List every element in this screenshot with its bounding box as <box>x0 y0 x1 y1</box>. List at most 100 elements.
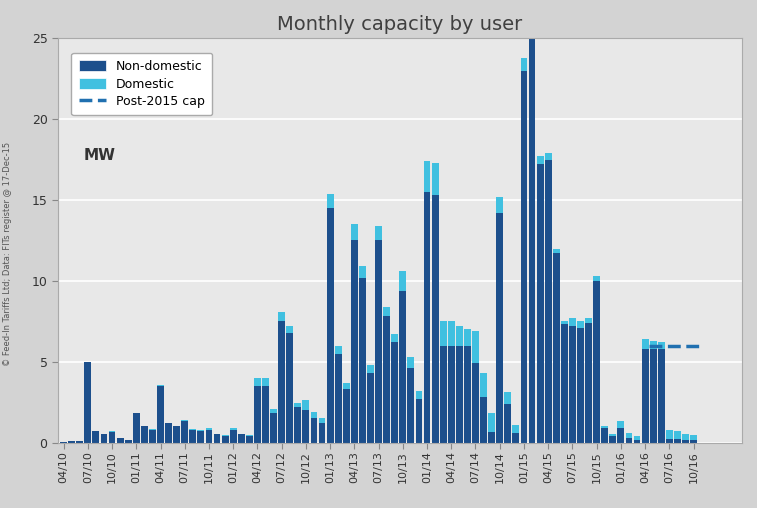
Bar <box>254 386 261 442</box>
Bar <box>424 161 431 192</box>
Bar <box>658 348 665 442</box>
Bar <box>230 428 237 430</box>
Bar <box>84 362 92 442</box>
Bar <box>601 428 608 442</box>
Bar <box>634 436 640 440</box>
Bar <box>497 197 503 213</box>
Bar <box>230 430 237 442</box>
Bar <box>132 414 140 442</box>
Bar <box>149 430 156 442</box>
Title: Monthly capacity by user: Monthly capacity by user <box>277 15 522 34</box>
Bar <box>108 431 116 432</box>
Bar <box>537 156 544 165</box>
Bar <box>375 240 382 442</box>
Bar <box>286 326 293 333</box>
Bar <box>303 400 310 410</box>
Bar <box>521 58 528 71</box>
Bar <box>561 321 568 325</box>
Bar <box>528 38 535 442</box>
Bar <box>198 430 204 431</box>
Legend: Non-domestic, Domestic, Post-2015 cap: Non-domestic, Domestic, Post-2015 cap <box>71 53 213 115</box>
Bar <box>238 434 245 442</box>
Bar <box>545 160 552 442</box>
Bar <box>294 407 301 442</box>
Text: MW: MW <box>84 148 116 163</box>
Bar <box>407 368 414 442</box>
Bar <box>351 224 358 240</box>
Bar <box>327 194 334 208</box>
Bar <box>206 430 213 442</box>
Bar <box>101 434 107 442</box>
Bar <box>593 276 600 281</box>
Bar <box>618 422 625 428</box>
Bar <box>521 71 528 442</box>
Bar <box>601 426 608 428</box>
Bar <box>440 321 447 345</box>
Bar <box>189 429 196 430</box>
Bar <box>279 321 285 442</box>
Bar <box>448 321 455 345</box>
Bar <box>367 373 374 442</box>
Bar <box>682 434 689 440</box>
Bar <box>658 342 665 348</box>
Bar <box>488 412 495 432</box>
Post-2015 cap <box>644 342 653 348</box>
Bar <box>431 163 438 195</box>
Bar <box>327 208 334 442</box>
Bar <box>132 412 140 414</box>
Bar <box>456 345 463 442</box>
Bar <box>68 441 75 442</box>
Bar <box>593 281 600 442</box>
Bar <box>279 311 285 321</box>
Bar <box>456 326 463 345</box>
Bar <box>391 334 398 342</box>
Bar <box>76 441 83 442</box>
Bar <box>545 153 552 160</box>
Bar <box>497 213 503 442</box>
Bar <box>310 412 317 418</box>
Bar <box>512 433 519 442</box>
Bar <box>391 342 398 442</box>
Bar <box>504 392 511 404</box>
Bar <box>165 423 172 442</box>
Bar <box>666 430 673 439</box>
Bar <box>674 431 681 439</box>
Bar <box>440 345 447 442</box>
Bar <box>585 318 592 323</box>
Bar <box>343 389 350 442</box>
Bar <box>424 192 431 442</box>
Bar <box>609 436 616 442</box>
Bar <box>407 357 414 368</box>
Bar <box>246 436 253 442</box>
Bar <box>464 345 471 442</box>
Bar <box>504 404 511 442</box>
Bar <box>222 436 229 442</box>
Bar <box>182 420 188 422</box>
Bar <box>383 307 390 316</box>
Bar <box>173 426 180 442</box>
Bar <box>262 378 269 386</box>
Bar <box>182 422 188 442</box>
Bar <box>319 418 326 423</box>
Bar <box>335 345 341 354</box>
Bar <box>480 373 487 397</box>
Bar <box>141 426 148 442</box>
Post-2015 cap <box>697 342 706 348</box>
Bar <box>303 410 310 442</box>
Bar <box>416 391 422 399</box>
Bar <box>625 438 632 442</box>
Bar <box>431 195 438 442</box>
Bar <box>448 345 455 442</box>
Bar <box>569 326 576 442</box>
Bar <box>198 431 204 442</box>
Bar <box>561 325 568 442</box>
Bar <box>60 441 67 442</box>
Bar <box>367 365 374 373</box>
Bar <box>625 433 632 438</box>
Bar <box>246 435 253 436</box>
Bar <box>480 397 487 442</box>
Bar <box>343 383 350 389</box>
Bar <box>690 435 697 440</box>
Bar <box>577 321 584 328</box>
Bar <box>157 385 164 386</box>
